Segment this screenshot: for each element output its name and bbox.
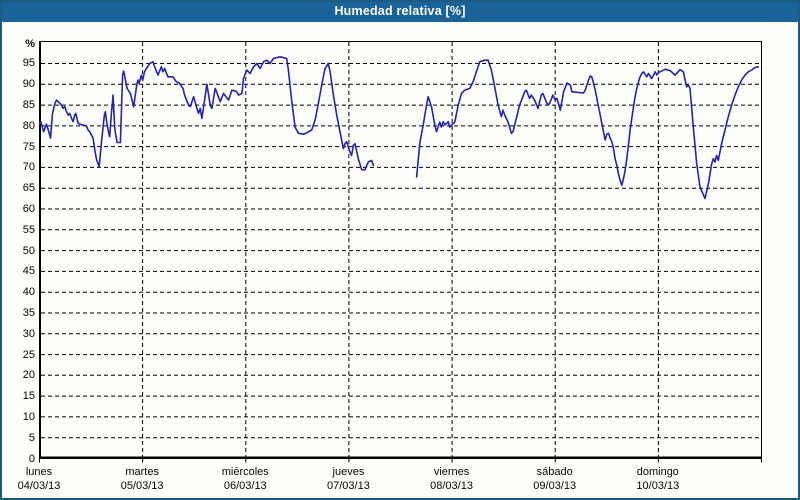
y-axis-tick-label: 75 [22,140,35,153]
x-axis-date-label: 09/03/13 [533,480,577,492]
x-axis-day-label: martes [125,466,159,478]
y-axis-tick-label: 55 [22,223,35,236]
y-axis-tick-label: 40 [22,286,35,299]
y-axis-tick-label: 95 [22,57,35,70]
x-axis-day-label: viernes [433,466,470,478]
y-axis-tick-label: 50 [22,244,35,257]
y-axis-tick-label: 0 [28,452,35,465]
y-axis-tick-label: 10 [22,410,35,423]
x-axis-date-label: 08/03/13 [430,480,473,492]
x-axis-date-label: 06/03/13 [223,480,267,492]
y-axis-tick-label: 70 [22,161,35,174]
x-axis-day-label: domingo [636,466,679,478]
x-axis-date-label: 04/03/13 [17,480,61,492]
y-axis-tick-label: 20 [22,369,35,382]
x-axis-day-label: miércoles [221,466,269,478]
x-axis-date-label: 05/03/13 [120,480,164,492]
y-axis-tick-label: 60 [22,203,35,216]
y-axis-tick-label: 5 [28,431,35,444]
y-axis-tick-label: 45 [22,265,35,278]
humidity-line-chart [39,41,762,463]
y-axis-tick-label: 90 [22,78,35,91]
x-axis-day-label: jueves [332,466,365,478]
chart-title: Humedad relativa [%] [334,4,466,18]
x-axis-day-label: sábado [536,466,573,478]
y-axis-tick-label: 85 [22,99,35,112]
humidity-series-line [39,56,375,171]
chart-title-bar: Humedad relativa [%] [0,0,800,22]
y-axis-tick-label: 30 [22,327,35,340]
x-axis-day-label: lunes [25,466,53,478]
x-axis-date-label: 07/03/13 [327,480,370,492]
y-axis-tick-label: 65 [22,182,35,195]
humidity-series-line [415,59,760,200]
y-axis-unit-label: % [25,38,35,50]
x-axis-date-label: 10/03/13 [636,480,680,492]
y-axis-tick-label: 35 [22,306,35,319]
y-axis-tick-label: 25 [22,348,35,361]
y-axis-tick-label: 15 [22,390,35,403]
y-axis-tick-label: 80 [22,119,35,132]
